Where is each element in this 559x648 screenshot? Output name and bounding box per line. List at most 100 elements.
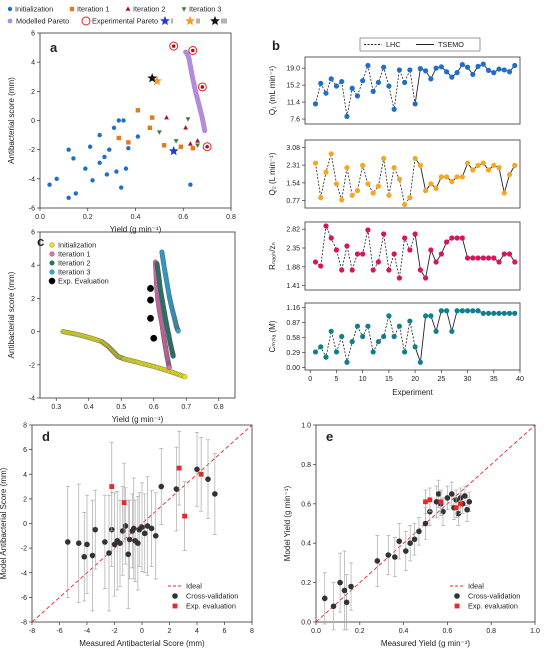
data-point	[323, 169, 329, 175]
y-tick-label: 2.31	[286, 163, 300, 170]
data-point	[449, 328, 455, 334]
y-tick-label: 11.4	[287, 100, 300, 107]
x-tick-label: 0.7	[181, 404, 191, 411]
data-point	[109, 484, 115, 489]
data-point	[386, 313, 392, 319]
y-tick-label: 8	[23, 423, 27, 430]
data-point	[123, 166, 129, 171]
data-point	[126, 536, 133, 543]
data-point	[464, 308, 471, 314]
data-point	[506, 251, 513, 257]
data-point	[412, 231, 418, 237]
data-point	[164, 114, 169, 120]
legend-label: Iteration 2	[133, 5, 165, 14]
legend: LHC TSEMO	[359, 37, 481, 52]
data-point	[506, 310, 513, 316]
data-point	[147, 296, 154, 304]
data-point	[360, 333, 366, 340]
data-point	[121, 500, 127, 505]
data-point	[89, 552, 96, 559]
data-point	[485, 310, 492, 316]
data-point	[116, 135, 121, 141]
data-point	[386, 192, 392, 198]
data-point	[147, 285, 154, 292]
data-point	[333, 181, 340, 187]
y-tick-label: 0	[31, 329, 35, 336]
data-point	[344, 165, 350, 171]
series-initialization	[47, 118, 193, 200]
data-point	[202, 142, 212, 152]
tsemo-line	[414, 158, 516, 194]
data-point	[365, 227, 371, 233]
legend-marker	[48, 277, 56, 285]
y-tick-label: 0.6	[301, 501, 311, 508]
data-point	[170, 353, 176, 359]
data-point	[54, 176, 59, 182]
data-point	[370, 349, 376, 355]
data-point	[175, 328, 181, 334]
data-point	[402, 235, 408, 241]
y-axis-label: Rₙₐₒₕ/ᴢₙ	[268, 242, 277, 270]
data-point	[428, 76, 434, 82]
series-iteration-2	[164, 114, 200, 146]
panel-e: 0.0 0.2 0.4 0.6 0.8 1.0 Measured Yield (g min⁻…	[283, 423, 540, 648]
x-tick-label: 8	[250, 628, 254, 635]
data-point-core	[200, 85, 205, 89]
data-point	[423, 68, 429, 74]
data-point	[147, 125, 153, 130]
data-point	[354, 251, 361, 257]
data-point	[412, 101, 418, 107]
data-point	[417, 66, 423, 72]
series-i	[168, 146, 179, 156]
x-tick-label: 5	[335, 376, 339, 383]
data-point	[144, 523, 151, 529]
data-point	[328, 235, 334, 241]
y-tick-label: 0.58	[286, 335, 300, 342]
x-tick-label: 10	[359, 376, 367, 383]
data-point	[423, 188, 429, 194]
data-point	[402, 79, 408, 86]
panel-label: e	[326, 429, 333, 444]
data-point	[195, 143, 200, 148]
subplot-b-4: 0.00 0.29 0.58 0.87 1.16 Cₘ₇ₗₐ (M) 0 5 10 15 20 25 3…	[268, 302, 524, 397]
data-point	[438, 174, 444, 180]
data-point	[102, 539, 108, 545]
legend-label: TSEMO	[438, 40, 464, 49]
data-point	[428, 313, 434, 319]
x-tick-label: 0.4	[84, 404, 94, 411]
y-tick-label: 6	[31, 31, 35, 38]
data-point	[126, 140, 131, 145]
x-axis-label: Yield (g min⁻¹)	[110, 225, 162, 234]
data-point	[427, 497, 433, 503]
data-point	[312, 259, 319, 265]
data-point	[391, 106, 397, 112]
y-tick-label: 4	[31, 60, 35, 67]
data-point	[496, 259, 502, 265]
y-tick-label: 19.0	[286, 66, 300, 73]
data-point	[330, 603, 337, 610]
data-point	[205, 476, 211, 482]
data-point	[188, 182, 193, 187]
data-point	[391, 251, 397, 257]
x-tick-label: 0.2	[83, 214, 93, 221]
data-point	[194, 466, 200, 473]
y-tick-label: -2	[21, 546, 27, 553]
data-point	[506, 171, 513, 178]
y-tick-label: -8	[21, 620, 27, 627]
y-tick-label: 0.87	[286, 320, 300, 327]
data-point-core	[171, 44, 176, 48]
data-point	[104, 172, 110, 177]
x-tick-label: 0.2	[355, 628, 365, 635]
data-point	[449, 74, 455, 80]
y-axis-label: Q₂ (L min⁻¹)	[268, 152, 277, 195]
data-point	[454, 174, 460, 180]
x-tick-label: 0.0	[35, 214, 45, 221]
legend-marker	[7, 6, 13, 12]
series-exp-evaluation	[109, 430, 204, 551]
data-point	[87, 144, 93, 149]
data-point	[182, 374, 188, 380]
x-tick-label: 30	[464, 376, 472, 383]
data-point	[121, 118, 126, 123]
data-point	[312, 160, 319, 166]
